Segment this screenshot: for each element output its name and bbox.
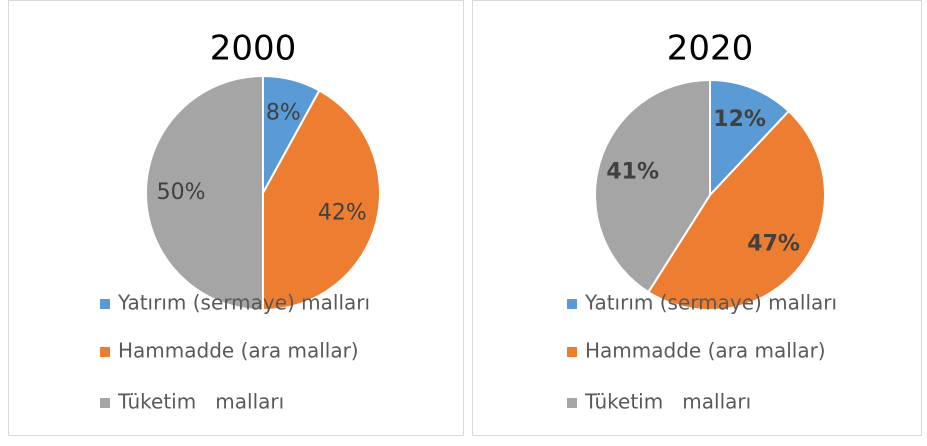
data-label: 8% xyxy=(266,101,301,126)
pie-slice xyxy=(262,89,381,312)
legend-label: Tüketim malları xyxy=(584,390,751,414)
data-label: 41% xyxy=(606,160,659,185)
pie-slice xyxy=(145,74,264,312)
data-label: 47% xyxy=(747,231,800,256)
legend-label: Yatırım (sermaye) malları xyxy=(584,291,837,315)
legend-label: Yatırım (sermaye) malları xyxy=(117,291,370,315)
chart: 2020 12% 47% 41% Yatırım (sermaye) malları Ha… xyxy=(472,0,922,436)
legend-swatch xyxy=(100,299,110,309)
chart-title: 2020 xyxy=(667,29,754,69)
legend-label: Hammadde (ara mallar) xyxy=(585,339,826,363)
data-label: 42% xyxy=(318,200,367,225)
data-label: 50% xyxy=(157,180,206,205)
chart-title: 2000 xyxy=(210,29,297,69)
legend-swatch xyxy=(567,347,577,357)
legend-swatch xyxy=(100,398,110,408)
legend-label: Hammadde (ara mallar) xyxy=(118,339,359,363)
legend-swatch xyxy=(567,398,577,408)
legend-swatch xyxy=(100,347,110,357)
data-label: 12% xyxy=(713,107,766,132)
legend-swatch xyxy=(567,299,577,309)
pie-slice xyxy=(646,109,826,311)
chart: 2000 8% 42% 50% Yatırım (sermaye) malları Ham… xyxy=(8,0,464,436)
pie-slice xyxy=(594,78,711,294)
pie-slice xyxy=(709,78,791,198)
legend-label: Tüketim malları xyxy=(117,390,284,414)
